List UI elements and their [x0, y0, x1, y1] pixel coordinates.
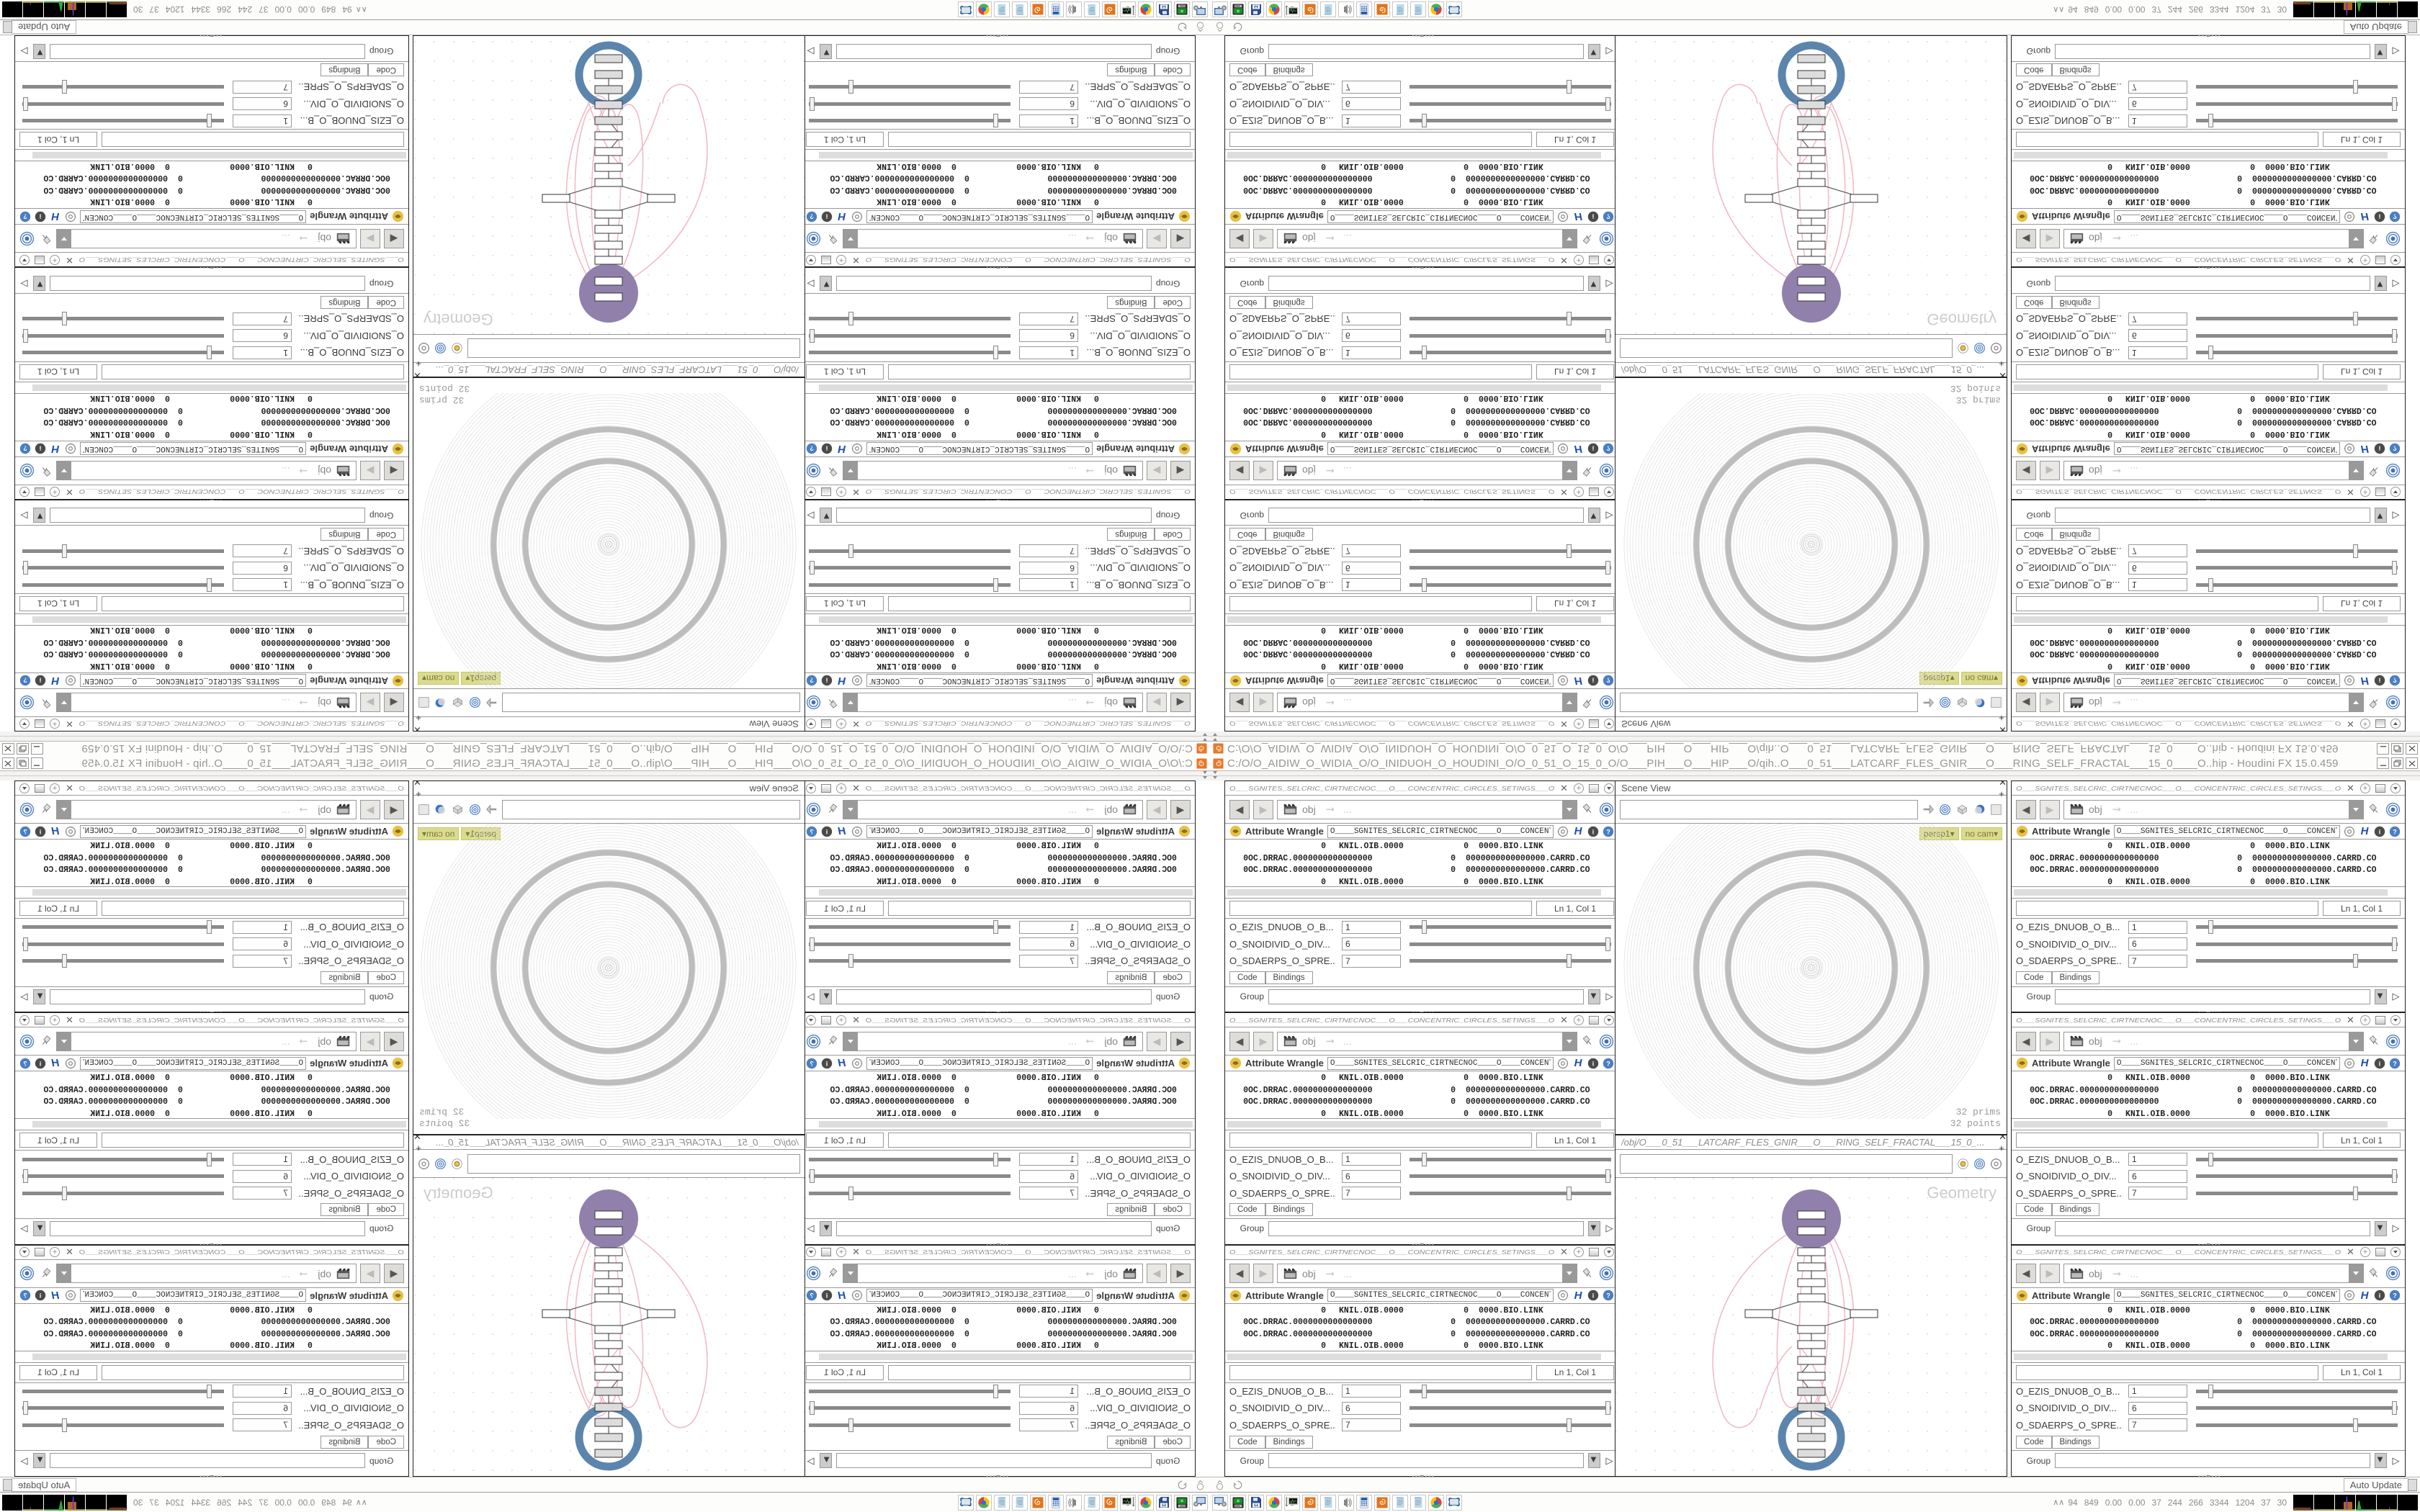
svg-text:?: ?	[2393, 445, 2396, 452]
svg-text:?: ?	[23, 212, 27, 220]
svg-text:?: ?	[1606, 212, 1610, 220]
svg-text:i: i	[826, 1060, 828, 1067]
svg-text:?: ?	[23, 677, 27, 684]
svg-text:64: 64	[1162, 4, 1166, 9]
svg-text:64: 64	[1162, 1503, 1166, 1508]
svg-text:i: i	[1592, 828, 1594, 835]
svg-text:i: i	[40, 1060, 41, 1067]
svg-text:i: i	[2379, 677, 2380, 684]
svg-text:i: i	[40, 1292, 41, 1300]
svg-text:?: ?	[810, 1292, 813, 1300]
svg-text:i: i	[826, 677, 828, 684]
svg-text:i: i	[826, 212, 828, 220]
svg-text:?: ?	[1606, 1292, 1610, 1300]
svg-text:i: i	[40, 828, 41, 835]
svg-text:i: i	[2379, 828, 2380, 835]
svg-text:i: i	[40, 677, 41, 684]
svg-text:i: i	[2379, 445, 2380, 452]
svg-text:i: i	[1592, 1060, 1594, 1067]
svg-text:i: i	[826, 828, 828, 835]
svg-text:?: ?	[2393, 828, 2396, 835]
svg-text:i: i	[1592, 1292, 1594, 1300]
svg-text:?: ?	[23, 1292, 27, 1300]
svg-text:i: i	[826, 445, 828, 452]
svg-text:?: ?	[2393, 1292, 2396, 1300]
svg-text:?: ?	[810, 445, 813, 452]
svg-text:?: ?	[2393, 212, 2396, 220]
svg-text:i: i	[2379, 1292, 2380, 1300]
svg-text:i: i	[1592, 677, 1594, 684]
svg-text:i: i	[1592, 445, 1594, 452]
svg-text:i: i	[826, 1292, 828, 1300]
svg-text:i: i	[40, 445, 41, 452]
svg-text:?: ?	[1606, 1060, 1610, 1067]
svg-text:i: i	[2379, 212, 2380, 220]
svg-text:?: ?	[1606, 677, 1610, 684]
svg-text:i: i	[2379, 1060, 2380, 1067]
svg-text:?: ?	[23, 828, 27, 835]
svg-text:64: 64	[1254, 4, 1258, 9]
svg-text:?: ?	[23, 1060, 27, 1067]
svg-text:?: ?	[23, 445, 27, 452]
svg-text:?: ?	[810, 1060, 813, 1067]
svg-text:?: ?	[810, 212, 813, 220]
svg-text:i: i	[1592, 212, 1594, 220]
svg-text:?: ?	[2393, 677, 2396, 684]
svg-text:?: ?	[1606, 445, 1610, 452]
svg-text:?: ?	[810, 828, 813, 835]
svg-text:i: i	[40, 212, 41, 220]
svg-text:?: ?	[2393, 1060, 2396, 1067]
svg-text:?: ?	[1606, 828, 1610, 835]
svg-text:64: 64	[1254, 1503, 1258, 1508]
svg-text:?: ?	[810, 677, 813, 684]
